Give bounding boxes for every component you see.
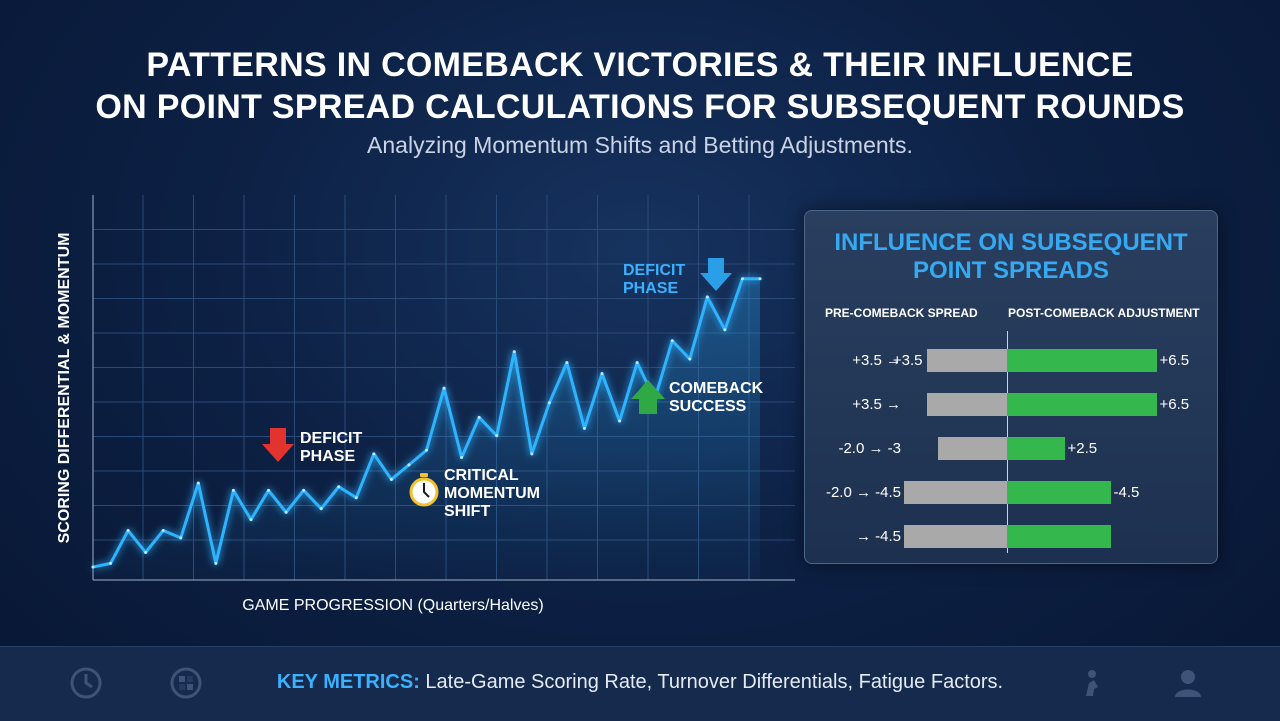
pre-spread-bar [938, 437, 1007, 460]
data-point [547, 401, 551, 405]
annotation-deficit-phase-1: DEFICIT PHASE [300, 430, 363, 465]
data-point [196, 481, 200, 485]
player-icon [1086, 670, 1098, 696]
key-metrics-label: KEY METRICS: [276, 671, 420, 693]
data-point [425, 448, 428, 452]
title-line-2: ON POINT SPREAD CALCULATIONS FOR SUBSEQU… [95, 88, 1185, 126]
page-subtitle: Analyzing Momentum Shifts and Betting Ad… [367, 132, 913, 158]
blue-down-arrow-icon [700, 258, 732, 291]
spread-row-label: -2.0 → -4.5 [825, 484, 901, 501]
data-point [635, 361, 639, 365]
spread-row-label: -2.0 → -3 [838, 440, 901, 457]
data-point [91, 565, 95, 569]
data-point [670, 339, 674, 343]
spread-influence-panel: INFLUENCE ON SUBSEQUENT POINT SPREADS PR… [804, 210, 1218, 564]
pre-spread-bar [903, 481, 1007, 504]
post-spread-label: +6.5 [1159, 396, 1190, 413]
data-point [705, 295, 709, 299]
data-point [618, 419, 622, 423]
data-point [284, 510, 288, 514]
data-point [407, 463, 411, 467]
data-point [477, 415, 481, 419]
annotation-comeback-success: COMEBACK SUCCESS [669, 380, 764, 415]
column-header-post: POST-COMEBACK ADJUSTMENT [1008, 306, 1200, 320]
data-point [389, 477, 393, 481]
data-point [582, 426, 586, 430]
data-point [319, 507, 323, 511]
post-spread-label: +2.5 [1067, 440, 1098, 457]
footer-bar: KEY METRICS: Late-Game Scoring Rate, Tur… [0, 646, 1280, 721]
x-axis-label: GAME PROGRESSION (Quarters/Halves) [242, 597, 544, 614]
panel-title-line-2: POINT SPREADS [912, 257, 1110, 284]
green-up-arrow-icon [631, 380, 665, 414]
post-spread-bar [1007, 437, 1065, 460]
data-point [723, 328, 727, 332]
spread-row-label: +3.5 → [852, 352, 901, 369]
data-point [442, 386, 446, 390]
data-point [688, 357, 692, 361]
data-point [740, 277, 744, 281]
data-point [126, 529, 130, 533]
data-point [495, 434, 499, 438]
data-point [460, 456, 464, 460]
ball-icon [170, 667, 202, 699]
data-point [758, 277, 762, 281]
key-metrics-text: KEY METRICS: Late-Game Scoring Rate, Tur… [0, 671, 1280, 694]
spread-row-label: +3.5 → [852, 396, 901, 413]
data-point [144, 550, 148, 554]
column-header-pre: PRE-COMEBACK SPREAD [825, 306, 978, 320]
data-point [161, 529, 165, 533]
post-spread-bar [1007, 481, 1111, 504]
data-point [302, 488, 306, 492]
pre-spread-bar [926, 393, 1007, 416]
post-spread-label: -4.5 [1113, 484, 1140, 501]
data-point [530, 452, 534, 456]
post-spread-bar [1007, 393, 1157, 416]
pre-spread-bar [903, 525, 1007, 548]
spread-row-label: → -4.5 [855, 528, 901, 545]
panel-title: INFLUENCE ON SUBSEQUENT POINT SPREADS [805, 229, 1217, 285]
user-icon [1175, 670, 1201, 697]
title-line-1: PATTERNS IN COMEBACK VICTORIES & THEIR I… [146, 46, 1134, 84]
key-metrics-list: Late-Game Scoring Rate, Turnover Differe… [419, 671, 1004, 693]
data-point [337, 485, 341, 489]
series-points [91, 277, 762, 569]
data-point [109, 561, 113, 565]
page-title: PATTERNS IN COMEBACK VICTORIES & THEIR I… [0, 44, 1280, 128]
panel-title-line-1: INFLUENCE ON SUBSEQUENT [834, 229, 1188, 256]
data-point [214, 561, 218, 565]
post-spread-label: +6.5 [1159, 352, 1190, 369]
data-point [600, 372, 604, 376]
data-point [565, 361, 569, 365]
pre-spread-bar [926, 349, 1007, 372]
data-point [249, 518, 253, 522]
red-down-arrow-icon [262, 428, 294, 462]
post-spread-bar [1007, 349, 1157, 372]
annotation-deficit-phase-2: DEFICIT PHASE [623, 262, 686, 297]
data-point [354, 496, 358, 500]
data-point [512, 350, 516, 354]
data-point [231, 488, 235, 492]
post-spread-bar [1007, 525, 1111, 548]
y-axis-label: SCORING DIFFERENTIAL & MOMENTUM [56, 232, 73, 544]
annotation-critical-momentum-shift: CRITICAL MOMENTUM SHIFT [444, 467, 540, 520]
data-point [372, 452, 376, 456]
stopwatch-icon [409, 473, 439, 507]
pre-spread-label: +3.5 [892, 352, 923, 369]
data-point [179, 536, 183, 540]
area-fill [93, 278, 760, 580]
data-point [267, 488, 271, 492]
clock-icon [70, 667, 102, 699]
